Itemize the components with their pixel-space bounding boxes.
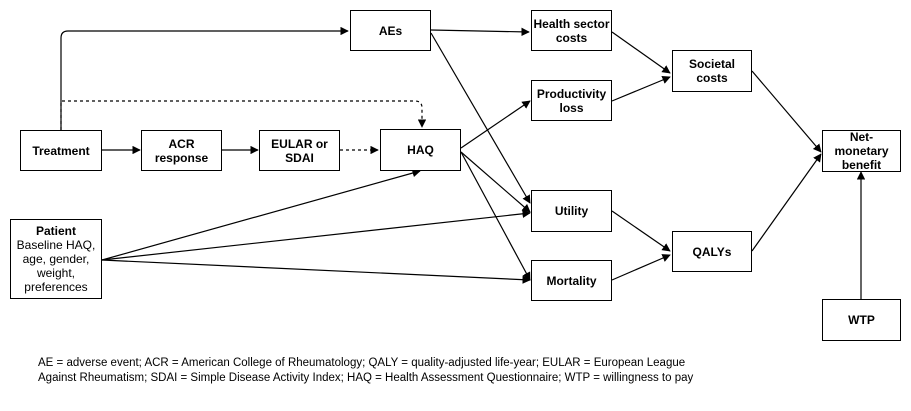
node-health-sector-costs-label: Health sector costs: [533, 16, 610, 45]
arrow-haq-productivity: [460, 100, 531, 149]
node-mortality-label: Mortality: [546, 273, 597, 288]
node-aes: AEs: [350, 10, 431, 51]
arrow-aes-health: [430, 27, 530, 37]
arrow-qalys-nmb: [751, 153, 822, 252]
node-aes-label: AEs: [378, 23, 403, 38]
node-wtp: WTP: [822, 299, 901, 341]
node-productivity-loss-label: Productivity loss: [536, 86, 607, 115]
node-eular-sdai: EULAR or SDAI: [259, 130, 340, 171]
arrow-treatment-haq-dashed: [60, 100, 427, 130]
node-productivity-loss: Productivity loss: [531, 80, 612, 121]
arrow-health-societal: [611, 31, 671, 74]
node-health-sector-costs: Health sector costs: [531, 10, 612, 51]
node-patient-title: Patient: [35, 224, 76, 238]
node-qalys: QALYs: [672, 231, 752, 272]
arrow-patient-haq: [101, 168, 421, 261]
arrow-haq-mortality: [460, 151, 531, 281]
arrow-patient-utility: [101, 209, 531, 261]
node-net-monetary-benefit: Net- monetary benefit: [822, 130, 901, 172]
node-wtp-label: WTP: [848, 313, 875, 327]
abbreviation-caption: AE = adverse event; ACR = American Colle…: [38, 357, 694, 384]
node-net-monetary-benefit-label: Net- monetary benefit: [834, 130, 889, 172]
arrow-mortality-qalys: [611, 254, 671, 281]
node-haq: HAQ: [380, 129, 461, 171]
node-utility: Utility: [531, 190, 612, 232]
arrow-aes-utility: [430, 32, 531, 204]
node-utility-label: Utility: [554, 204, 589, 218]
node-societal-costs-label: Societal costs: [688, 57, 736, 85]
arrow-patient-mortality: [101, 259, 531, 284]
node-acr-response-label: ACR response: [154, 136, 209, 165]
node-haq-label: HAQ: [407, 143, 434, 157]
arrow-productivity-societal: [611, 76, 671, 102]
node-treatment: Treatment: [20, 130, 102, 171]
node-patient-body: Baseline HAQ, age, gender, weight, prefe…: [16, 238, 96, 294]
arrow-treatment-aes: [60, 26, 349, 130]
node-mortality: Mortality: [531, 260, 612, 301]
node-societal-costs: Societal costs: [672, 50, 752, 92]
arrow-utility-qalys: [611, 210, 671, 252]
node-acr-response: ACR response: [141, 130, 222, 171]
arrow-haq-utility: [460, 151, 531, 213]
node-eular-sdai-label: EULAR or SDAI: [271, 136, 328, 165]
node-qalys-label: QALYs: [692, 244, 732, 259]
node-treatment-label: Treatment: [32, 143, 90, 158]
node-patient: Patient Baseline HAQ, age, gender, weigh…: [10, 219, 102, 299]
arrow-societal-nmb: [751, 70, 822, 153]
